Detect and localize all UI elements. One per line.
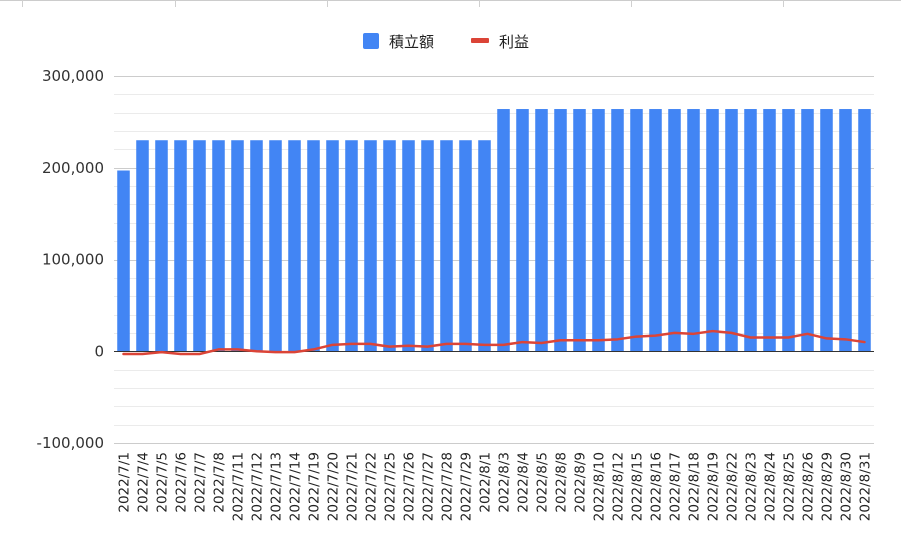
bar-2022/8/19[interactable] (706, 109, 719, 352)
bar-2022/8/4[interactable] (516, 109, 529, 352)
bar-2022/8/23[interactable] (744, 109, 757, 352)
y-tick-label: 200,000 (42, 159, 104, 177)
bar-2022/7/4[interactable] (136, 140, 149, 352)
x-tick-label: 2022/7/21 (345, 452, 361, 521)
bar-2022/8/25[interactable] (782, 109, 795, 352)
bar-2022/8/9[interactable] (573, 109, 586, 352)
bar-2022/7/25[interactable] (383, 140, 396, 352)
bar-2022/7/5[interactable] (155, 140, 168, 352)
x-tick-label: 2022/8/10 (592, 452, 608, 521)
bar-2022/7/14[interactable] (288, 140, 301, 352)
legend-label-contribution: 積立額 (389, 33, 434, 51)
bar-series-group (117, 109, 871, 352)
x-tick-label: 2022/8/23 (744, 452, 760, 521)
x-tick-label: 2022/8/12 (611, 452, 627, 521)
bar-2022/8/24[interactable] (763, 109, 776, 352)
legend-line-swatch (471, 38, 489, 43)
x-tick-label: 2022/7/8 (212, 452, 228, 513)
bar-2022/7/8[interactable] (212, 140, 225, 352)
x-tick-label: 2022/8/8 (554, 452, 570, 513)
bar-2022/8/15[interactable] (630, 109, 643, 352)
x-tick-label: 2022/8/5 (535, 452, 551, 513)
x-tick-label: 2022/7/1 (117, 452, 133, 513)
bar-2022/7/7[interactable] (193, 140, 206, 352)
x-tick-label: 2022/7/11 (231, 452, 247, 521)
bar-2022/8/30[interactable] (839, 109, 852, 352)
x-tick-label: 2022/8/24 (763, 452, 779, 521)
x-tick-label: 2022/7/19 (307, 452, 323, 521)
bar-2022/8/22[interactable] (725, 109, 738, 352)
bar-2022/8/8[interactable] (554, 109, 567, 352)
bar-2022/7/1[interactable] (117, 170, 130, 352)
legend: 積立額 利益 (363, 33, 529, 51)
x-tick-label: 2022/8/19 (706, 452, 722, 521)
x-tick-label: 2022/7/26 (402, 452, 418, 521)
x-tick-label: 2022/7/4 (136, 452, 152, 513)
bar-2022/7/20[interactable] (326, 140, 339, 352)
bar-2022/7/27[interactable] (421, 140, 434, 352)
bar-2022/7/28[interactable] (440, 140, 453, 352)
legend-label-profit: 利益 (499, 33, 529, 51)
x-tick-label: 2022/7/5 (155, 452, 171, 513)
bar-2022/8/18[interactable] (687, 109, 700, 352)
x-tick-label: 2022/7/20 (326, 452, 342, 521)
bar-2022/8/31[interactable] (858, 109, 871, 352)
x-tick-label: 2022/8/17 (668, 452, 684, 521)
x-tick-label: 2022/8/9 (573, 452, 589, 513)
bar-2022/7/13[interactable] (269, 140, 282, 352)
bar-2022/8/10[interactable] (592, 109, 605, 352)
x-tick-label: 2022/8/4 (516, 452, 532, 513)
x-tick-label: 2022/7/29 (459, 452, 475, 521)
x-tick-label: 2022/8/3 (497, 452, 513, 513)
x-tick-label: 2022/7/6 (174, 452, 190, 513)
bar-2022/7/19[interactable] (307, 140, 320, 352)
x-tick-label: 2022/8/31 (858, 452, 874, 521)
y-axis: -100,000 0 100,000 200,000 300,000 (37, 67, 104, 452)
x-tick-label: 2022/8/16 (649, 452, 665, 521)
x-tick-label: 2022/7/12 (250, 452, 266, 521)
bar-2022/8/26[interactable] (801, 109, 814, 352)
bar-2022/7/6[interactable] (174, 140, 187, 352)
x-tick-label: 2022/7/27 (421, 452, 437, 521)
bar-2022/7/11[interactable] (231, 140, 244, 352)
x-tick-label: 2022/8/25 (782, 452, 798, 521)
y-tick-label: 0 (94, 342, 104, 360)
bar-2022/8/17[interactable] (668, 109, 681, 352)
x-tick-label: 2022/7/14 (288, 452, 304, 521)
y-tick-label: 100,000 (42, 251, 104, 269)
bar-2022/7/22[interactable] (364, 140, 377, 352)
line-series-group (122, 329, 866, 356)
y-tick-label: 300,000 (42, 67, 104, 85)
x-tick-label: 2022/7/25 (383, 452, 399, 521)
bar-2022/8/1[interactable] (478, 140, 491, 352)
x-tick-label: 2022/8/29 (820, 452, 836, 521)
bar-2022/8/3[interactable] (497, 109, 510, 352)
bar-2022/7/29[interactable] (459, 140, 472, 352)
x-tick-label: 2022/8/18 (687, 452, 703, 521)
x-tick-label: 2022/8/26 (801, 452, 817, 521)
bar-2022/7/26[interactable] (402, 140, 415, 352)
profit-line[interactable] (122, 329, 866, 356)
y-tick-label: -100,000 (37, 434, 104, 452)
bar-2022/8/12[interactable] (611, 109, 624, 352)
x-tick-label: 2022/8/22 (725, 452, 741, 521)
x-tick-label: 2022/7/7 (193, 452, 209, 513)
legend-bar-swatch (363, 33, 379, 49)
x-tick-label: 2022/8/15 (630, 452, 646, 521)
x-tick-label: 2022/7/22 (364, 452, 380, 521)
x-tick-label: 2022/7/28 (440, 452, 456, 521)
x-tick-label: 2022/8/30 (839, 452, 855, 521)
x-tick-label: 2022/8/1 (478, 452, 494, 513)
bar-2022/7/21[interactable] (345, 140, 358, 352)
x-tick-label: 2022/7/13 (269, 452, 285, 521)
bar-2022/8/16[interactable] (649, 109, 662, 352)
bar-2022/8/5[interactable] (535, 109, 548, 352)
bar-2022/7/12[interactable] (250, 140, 263, 352)
bar-2022/8/29[interactable] (820, 109, 833, 352)
x-axis: 2022/7/1 2022/7/4 2022/7/5 2022/7/6 2022/7/7… (117, 452, 874, 521)
